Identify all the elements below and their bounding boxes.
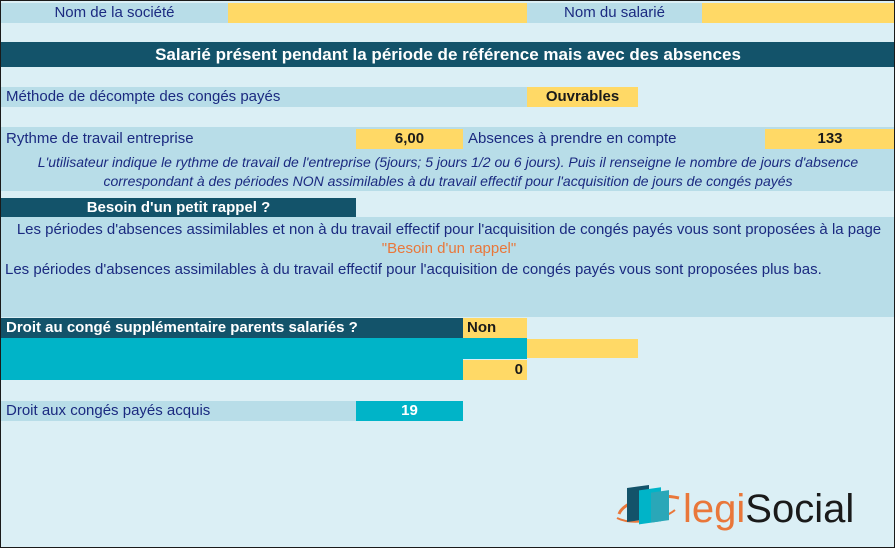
method-label: Méthode de décompte des congés payés (1, 87, 527, 107)
absences-label: Absences à prendre en compte (468, 130, 677, 147)
method-select[interactable]: Ouvrables (527, 87, 638, 107)
acquired-value: 19 (356, 401, 463, 421)
parents-teal-row-2 (1, 359, 463, 380)
logo-text-suffix: Social (745, 487, 855, 531)
logo-text: legiSocial (683, 487, 854, 531)
rhythm-label: Rythme de travail entreprise (6, 130, 194, 147)
employee-label: Nom du salarié (527, 3, 702, 23)
page-title: Salarié présent pendant la période de ré… (1, 42, 894, 67)
parents-count: 0 (463, 360, 527, 380)
absences-input[interactable]: 133 (765, 129, 894, 149)
reminder-link[interactable]: "Besoin d'un rappel" (381, 240, 517, 257)
company-input[interactable] (228, 3, 527, 23)
reminder-line-1-text: Les périodes d'absences assimilables et … (16, 221, 882, 238)
reminder-band (1, 217, 894, 317)
instruction-note: L'utilisateur indique le rythme de trava… (37, 154, 859, 189)
reminder-line-1: Les périodes d'absences assimilables et … (9, 220, 889, 258)
parents-extra-input[interactable] (527, 339, 638, 358)
logo-text-prefix: legi (683, 487, 746, 531)
employee-input[interactable] (702, 3, 894, 23)
acquired-label: Droit aux congés payés acquis (1, 401, 356, 421)
parents-teal-row-1 (1, 338, 527, 359)
logo-mark-icon (616, 484, 680, 525)
parents-label: Droit au congé supplémentaire parents sa… (1, 318, 463, 338)
reminder-line-2: Les périodes d'absences assimilables à d… (5, 261, 822, 278)
reminder-header[interactable]: Besoin d'un petit rappel ? (1, 198, 356, 217)
company-label: Nom de la société (1, 3, 228, 23)
rhythm-input[interactable]: 6,00 (356, 129, 463, 149)
parents-select[interactable]: Non (463, 318, 527, 338)
legisocial-logo: legiSocial (613, 484, 883, 534)
